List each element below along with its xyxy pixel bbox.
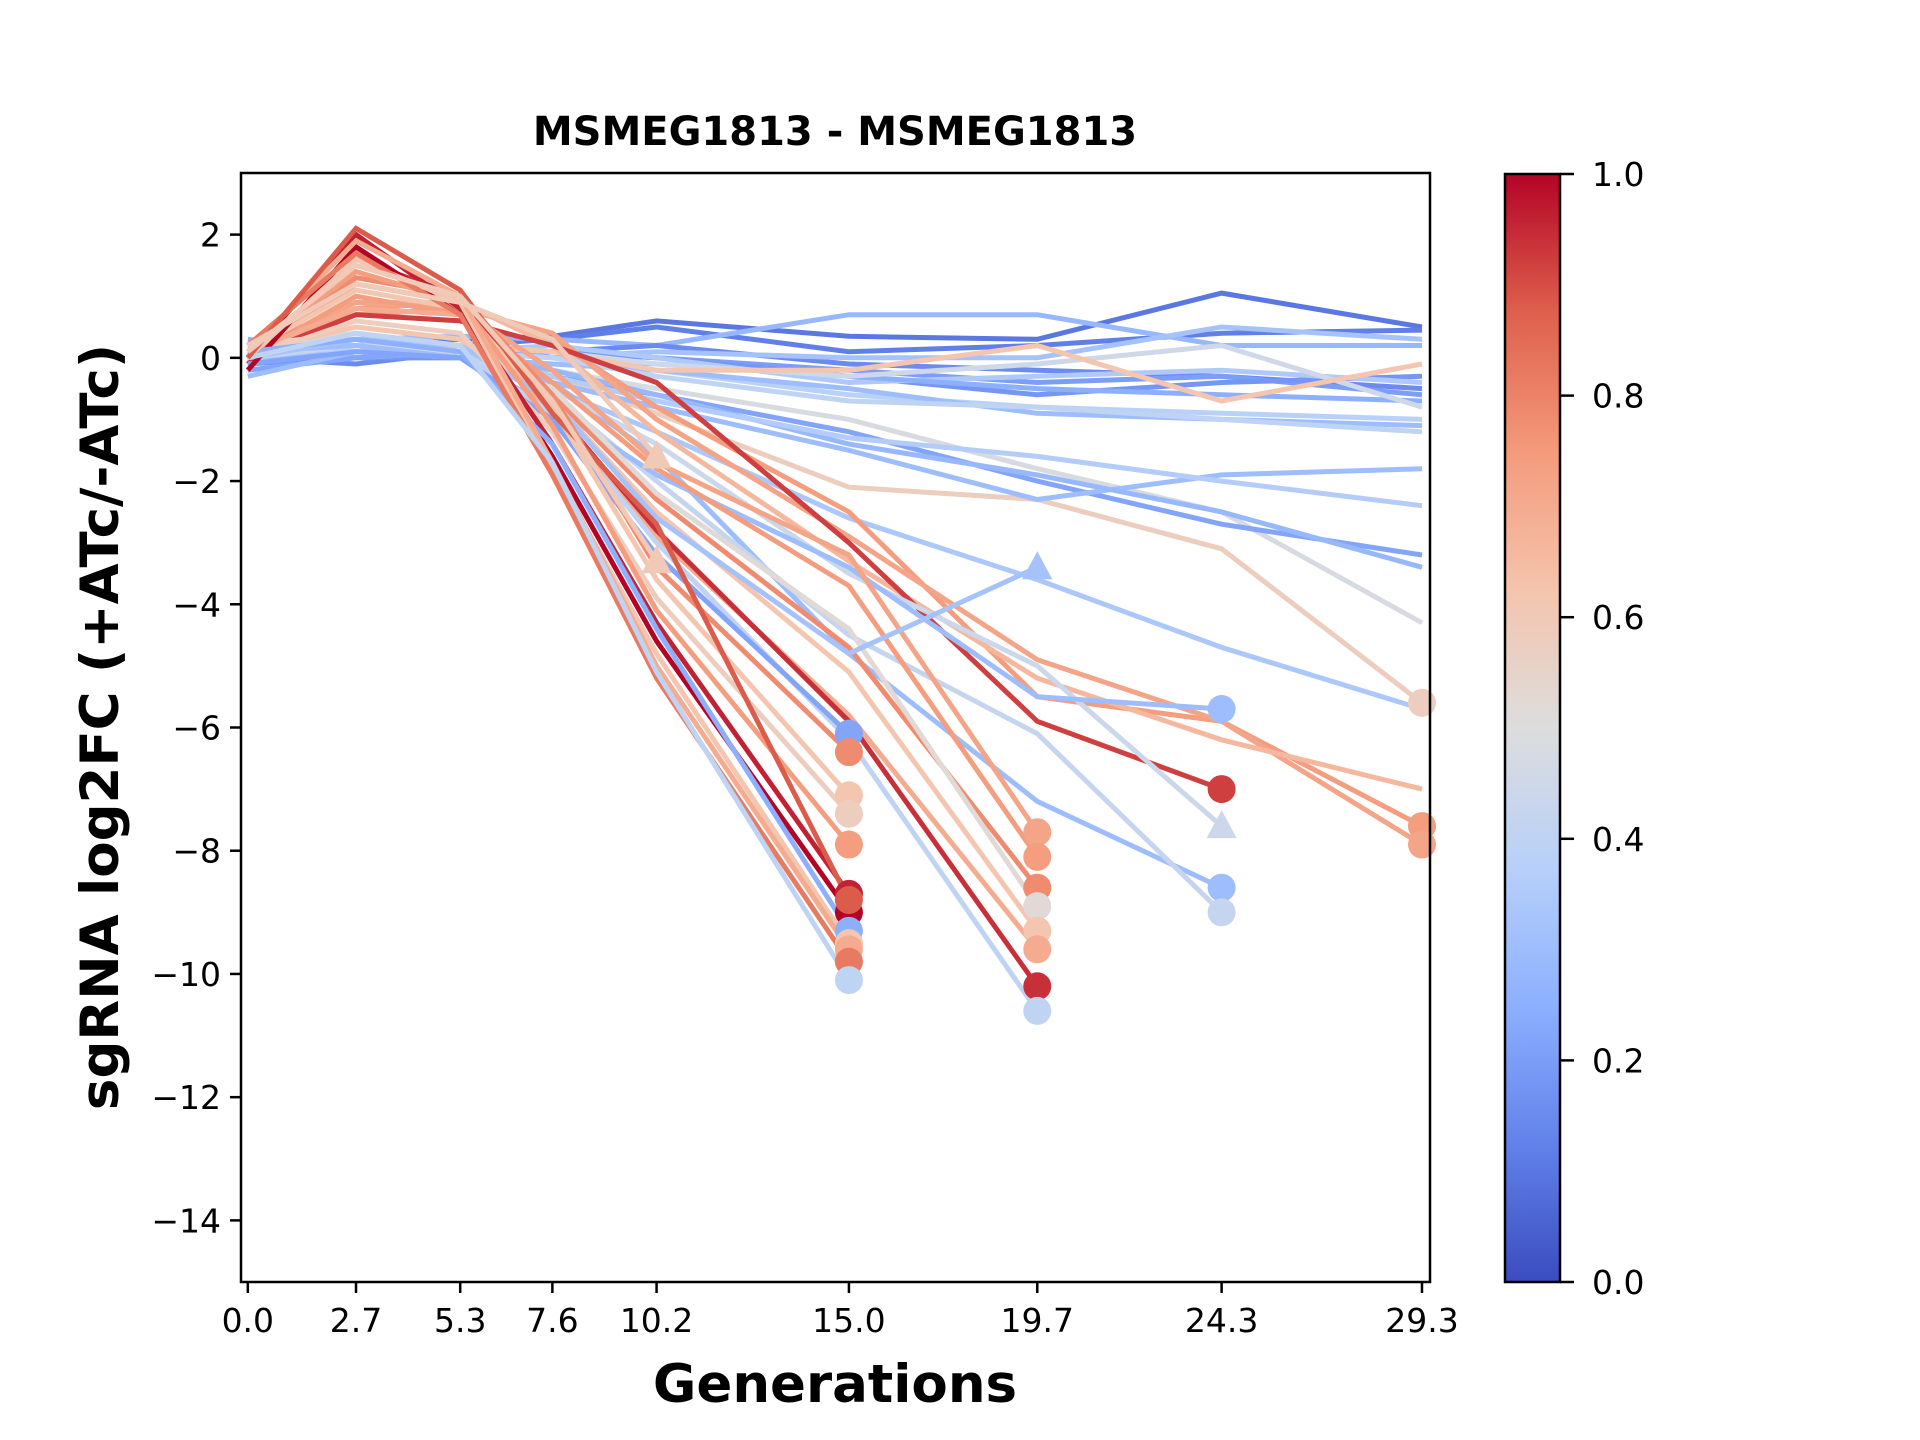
y-tick-label: −6 [172,709,221,748]
series-line [246,299,1040,834]
colorbar-axis: 0.0 0.2 0.4 0.6 0.8 1.0 [1560,155,1644,1302]
y-tick-label: −10 [151,955,221,994]
x-axis-label: Generations [653,1354,1017,1415]
x-tick-label: 5.3 [434,1301,486,1340]
x-tick-label: 10.2 [620,1301,693,1340]
endpoint-marker [1207,898,1236,927]
endpoint-marker [1023,842,1052,871]
endpoint-marker [834,886,863,915]
series-line [246,262,659,563]
colorbar-tick-label: 1.0 [1592,155,1644,194]
y-tick-label: −4 [172,585,221,624]
endpoint-marker [1023,892,1052,921]
endpoint-marker [1023,996,1052,1025]
x-tick-label: 2.7 [330,1301,382,1340]
endpoint-marker [834,830,863,859]
colorbar-tick-label: 0.4 [1592,820,1644,859]
y-tick-label: −8 [172,832,221,871]
colorbar-tick-label: 0.0 [1592,1263,1644,1302]
series-line [246,237,851,951]
endpoint-marker [1023,935,1052,964]
endpoint-triangle-marker [1022,551,1053,580]
colorbar-tick-label: 0.6 [1592,598,1644,637]
x-tick-label: 29.3 [1385,1301,1458,1340]
y-tick-label: −2 [172,462,221,501]
endpoint-marker [1207,775,1236,804]
colorbar-tick-label: 0.2 [1592,1041,1644,1080]
x-tick-label: 24.3 [1185,1301,1258,1340]
series-line [246,268,851,847]
endpoint-marker [834,966,863,995]
y-tick-label: −12 [151,1078,221,1117]
endpoint-marker [1407,830,1436,859]
y-tick-label: −14 [151,1201,221,1240]
series-line [246,293,1040,859]
y-tick-label: 2 [200,216,221,255]
endpoint-triangle-marker [641,440,672,469]
x-tick-label: 7.6 [526,1301,578,1340]
x-tick-label: 19.7 [1001,1301,1074,1340]
endpoint-marker [1207,695,1236,724]
series-line [246,256,851,945]
series-line [246,312,1223,792]
endpoint-marker [1407,688,1436,717]
series-line [246,281,659,459]
endpoint-marker [1023,972,1052,1001]
series-line [247,330,852,982]
endpoint-marker [834,738,863,767]
colorbar [1503,172,1562,1284]
chart-title: MSMEG1813 - MSMEG1813 [533,109,1137,155]
series-line [246,287,851,797]
colorbar-tick-label: 0.8 [1592,377,1644,416]
y-axis-label: sgRNA log2FC (+ATc/-ATc) [70,344,131,1110]
endpoint-marker [1023,818,1052,847]
x-tick-label: 15.0 [812,1301,885,1340]
x-axis: 0.0 2.7 5.3 7.6 10.2 15.0 19.7 24.3 29.3 [222,1282,1459,1340]
endpoint-marker [1207,873,1236,902]
endpoint-marker [834,799,863,828]
x-tick-label: 0.0 [222,1301,274,1340]
endpoint-triangle-marker [1206,810,1237,839]
y-tick-label: 0 [200,339,221,378]
y-axis: 2 0 −2 −4 −6 −8 −10 −12 −14 [151,216,241,1240]
endpoint-triangle-marker [641,545,672,574]
